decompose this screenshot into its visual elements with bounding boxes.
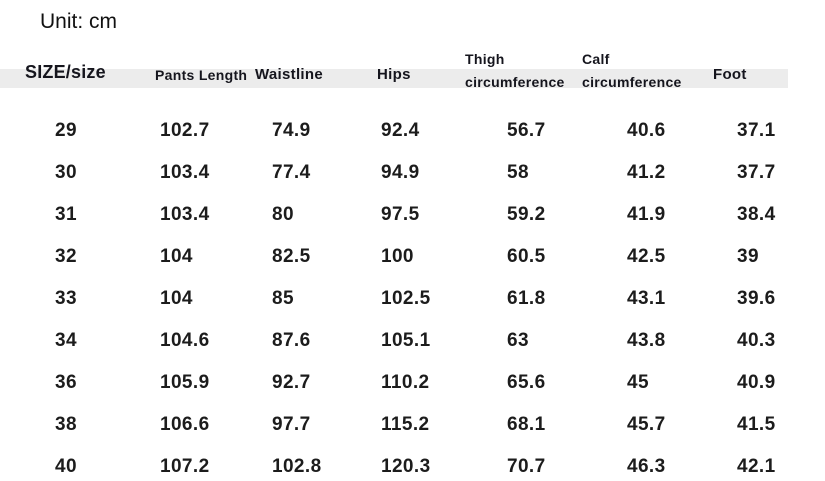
table-row-size-40: 40 107.2 102.8 120.3 70.7 46.3 42.1 [0,446,788,481]
cell-calf-circumference: 42.5 [627,246,666,267]
column-header-size: SIZE/size [0,48,128,110]
table-row-size-31: 31 103.4 80 97.5 59.2 41.9 38.4 [0,194,788,236]
cell-calf-circumference: 40.6 [627,120,666,141]
cell-thigh-circumference: 65.6 [507,372,546,393]
cell-foot: 37.7 [737,162,776,183]
cell-calf-circumference: 45.7 [627,414,666,435]
cell-thigh-circumference: 60.5 [507,246,546,267]
cell-size: 32 [55,246,77,267]
cell-hips: 102.5 [381,288,431,309]
cell-waistline: 82.5 [272,246,311,267]
size-chart-table: SIZE/size Pants Length Waistline Hips Th… [0,48,788,481]
cell-foot: 42.1 [737,456,776,477]
column-header-foot: Foot [700,48,788,110]
column-header-calf-circumference: Calf circumference [572,48,700,110]
cell-hips: 94.9 [381,162,420,183]
table-row-size-30: 30 103.4 77.4 94.9 58 41.2 37.7 [0,152,788,194]
cell-waistline: 77.4 [272,162,311,183]
cell-hips: 100 [381,246,414,267]
cell-size: 33 [55,288,77,309]
cell-pants-length: 106.6 [160,414,210,435]
cell-calf-circumference: 41.9 [627,204,666,225]
cell-waistline: 80 [272,204,294,225]
cell-size: 34 [55,330,77,351]
cell-hips: 120.3 [381,456,431,477]
cell-pants-length: 103.4 [160,204,210,225]
column-header-thigh-circumference-label: Thigh circumference [465,51,565,90]
cell-waistline: 87.6 [272,330,311,351]
column-header-calf-circumference-label: Calf circumference [582,51,682,90]
cell-pants-length: 104.6 [160,330,210,351]
cell-thigh-circumference: 56.7 [507,120,546,141]
cell-calf-circumference: 46.3 [627,456,666,477]
unit-label: Unit: cm [40,10,118,33]
table-row-size-32: 32 104 82.5 100 60.5 42.5 39 [0,236,788,278]
column-header-waistline: Waistline [248,48,356,110]
cell-calf-circumference: 45 [627,372,649,393]
column-header-thigh-circumference: Thigh circumference [460,48,572,110]
cell-pants-length: 102.7 [160,120,210,141]
cell-pants-length: 107.2 [160,456,210,477]
column-header-pants-length: Pants Length [128,48,248,110]
cell-hips: 115.2 [381,414,430,435]
cell-size: 40 [55,456,77,477]
header-row: SIZE/size Pants Length Waistline Hips Th… [0,48,788,110]
cell-thigh-circumference: 63 [507,330,529,351]
cell-calf-circumference: 43.1 [627,288,666,309]
cell-foot: 39 [737,246,759,267]
cell-size: 29 [55,120,77,141]
cell-calf-circumference: 41.2 [627,162,666,183]
table-row-size-29: 29 102.7 74.9 92.4 56.7 40.6 37.1 [0,110,788,152]
cell-size: 38 [55,414,77,435]
cell-foot: 39.6 [737,288,776,309]
column-header-hips: Hips [356,48,460,110]
cell-calf-circumference: 43.8 [627,330,666,351]
cell-waistline: 97.7 [272,414,311,435]
cell-pants-length: 105.9 [160,372,210,393]
cell-waistline: 92.7 [272,372,311,393]
table-row-size-34: 34 104.6 87.6 105.1 63 43.8 40.3 [0,320,788,362]
cell-foot: 37.1 [737,120,776,141]
cell-pants-length: 104 [160,288,193,309]
cell-size: 30 [55,162,77,183]
cell-foot: 38.4 [737,204,776,225]
cell-waistline: 102.8 [272,456,322,477]
cell-hips: 92.4 [381,120,420,141]
cell-size: 31 [55,204,77,225]
cell-waistline: 85 [272,288,294,309]
cell-pants-length: 104 [160,246,193,267]
table-row-size-33: 33 104 85 102.5 61.8 43.1 39.6 [0,278,788,320]
cell-waistline: 74.9 [272,120,311,141]
cell-foot: 41.5 [737,414,776,435]
cell-thigh-circumference: 68.1 [507,414,546,435]
cell-thigh-circumference: 58 [507,162,529,183]
table-row-size-38: 38 106.6 97.7 115.2 68.1 45.7 41.5 [0,404,788,446]
cell-hips: 110.2 [381,372,430,393]
cell-pants-length: 103.4 [160,162,210,183]
cell-thigh-circumference: 59.2 [507,204,546,225]
cell-size: 36 [55,372,77,393]
cell-hips: 97.5 [381,204,420,225]
cell-foot: 40.9 [737,372,776,393]
cell-thigh-circumference: 61.8 [507,288,546,309]
table-row-size-36: 36 105.9 92.7 110.2 65.6 45 40.9 [0,362,788,404]
cell-foot: 40.3 [737,330,776,351]
cell-hips: 105.1 [381,330,431,351]
cell-thigh-circumference: 70.7 [507,456,546,477]
